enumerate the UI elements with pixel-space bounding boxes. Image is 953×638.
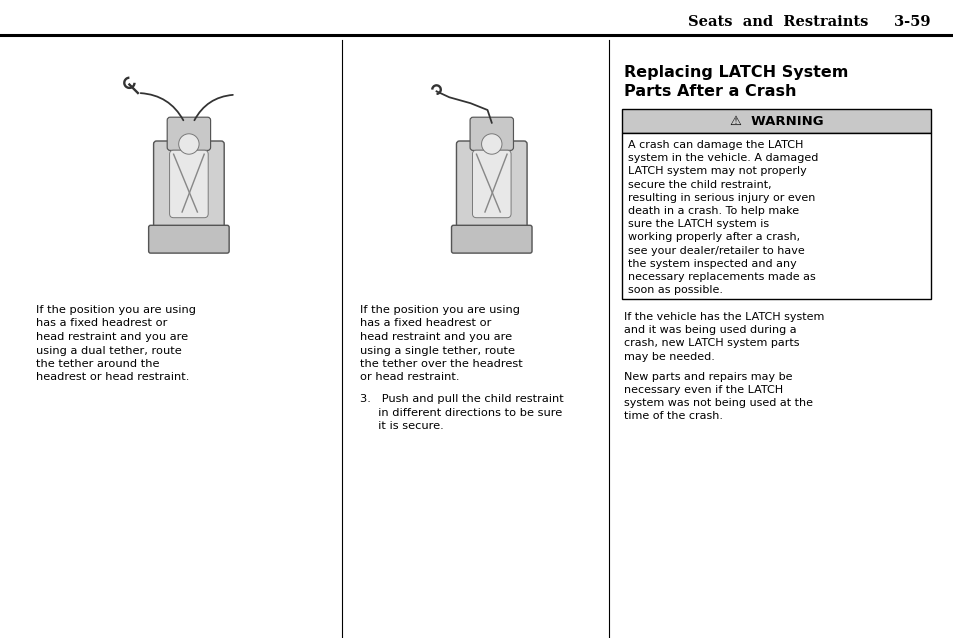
- Text: has a fixed headrest or: has a fixed headrest or: [36, 318, 168, 329]
- Text: and it was being used during a: and it was being used during a: [623, 325, 796, 335]
- Text: headrest or head restraint.: headrest or head restraint.: [36, 373, 190, 383]
- Text: LATCH system may not properly: LATCH system may not properly: [627, 167, 806, 176]
- Text: see your dealer/retailer to have: see your dealer/retailer to have: [627, 246, 804, 256]
- Text: it is secure.: it is secure.: [359, 421, 443, 431]
- FancyBboxPatch shape: [170, 150, 208, 218]
- Bar: [621, 133, 930, 299]
- Text: system was not being used at the: system was not being used at the: [623, 398, 812, 408]
- Bar: [621, 109, 930, 133]
- Text: secure the child restraint,: secure the child restraint,: [627, 180, 771, 189]
- Text: Seats  and  Restraints     3-59: Seats and Restraints 3-59: [687, 15, 929, 29]
- Text: necessary even if the LATCH: necessary even if the LATCH: [623, 385, 782, 395]
- Text: the tether over the headrest: the tether over the headrest: [359, 359, 522, 369]
- Text: Replacing LATCH System: Replacing LATCH System: [623, 65, 847, 80]
- Text: If the position you are using: If the position you are using: [359, 305, 519, 315]
- FancyBboxPatch shape: [456, 141, 526, 232]
- Text: using a dual tether, route: using a dual tether, route: [36, 346, 182, 355]
- Text: or head restraint.: or head restraint.: [359, 373, 459, 383]
- Text: sure the LATCH system is: sure the LATCH system is: [627, 219, 768, 229]
- FancyBboxPatch shape: [153, 141, 224, 232]
- Text: head restraint and you are: head restraint and you are: [359, 332, 512, 342]
- Text: head restraint and you are: head restraint and you are: [36, 332, 188, 342]
- Text: may be needed.: may be needed.: [623, 352, 714, 362]
- FancyBboxPatch shape: [149, 225, 229, 253]
- Text: working properly after a crash,: working properly after a crash,: [627, 232, 800, 242]
- Text: resulting in serious injury or even: resulting in serious injury or even: [627, 193, 815, 203]
- Text: soon as possible.: soon as possible.: [627, 285, 722, 295]
- Text: crash, new LATCH system parts: crash, new LATCH system parts: [623, 338, 799, 348]
- Text: necessary replacements made as: necessary replacements made as: [627, 272, 815, 282]
- Text: If the vehicle has the LATCH system: If the vehicle has the LATCH system: [623, 312, 823, 322]
- Text: time of the crash.: time of the crash.: [623, 412, 722, 422]
- Text: system in the vehicle. A damaged: system in the vehicle. A damaged: [627, 153, 818, 163]
- Text: 3.   Push and pull the child restraint: 3. Push and pull the child restraint: [359, 394, 563, 404]
- Ellipse shape: [481, 134, 501, 154]
- Ellipse shape: [178, 134, 199, 154]
- Text: in different directions to be sure: in different directions to be sure: [359, 408, 561, 417]
- Text: using a single tether, route: using a single tether, route: [359, 346, 515, 355]
- Text: If the position you are using: If the position you are using: [36, 305, 196, 315]
- FancyBboxPatch shape: [472, 150, 511, 218]
- Text: the system inspected and any: the system inspected and any: [627, 259, 796, 269]
- Text: has a fixed headrest or: has a fixed headrest or: [359, 318, 491, 329]
- FancyBboxPatch shape: [451, 225, 532, 253]
- Text: the tether around the: the tether around the: [36, 359, 159, 369]
- Text: A crash can damage the LATCH: A crash can damage the LATCH: [627, 140, 802, 150]
- FancyBboxPatch shape: [167, 117, 211, 151]
- FancyBboxPatch shape: [470, 117, 513, 151]
- Text: New parts and repairs may be: New parts and repairs may be: [623, 372, 792, 382]
- Text: death in a crash. To help make: death in a crash. To help make: [627, 206, 799, 216]
- Text: Parts After a Crash: Parts After a Crash: [623, 84, 796, 99]
- Text: ⚠  WARNING: ⚠ WARNING: [729, 114, 822, 128]
